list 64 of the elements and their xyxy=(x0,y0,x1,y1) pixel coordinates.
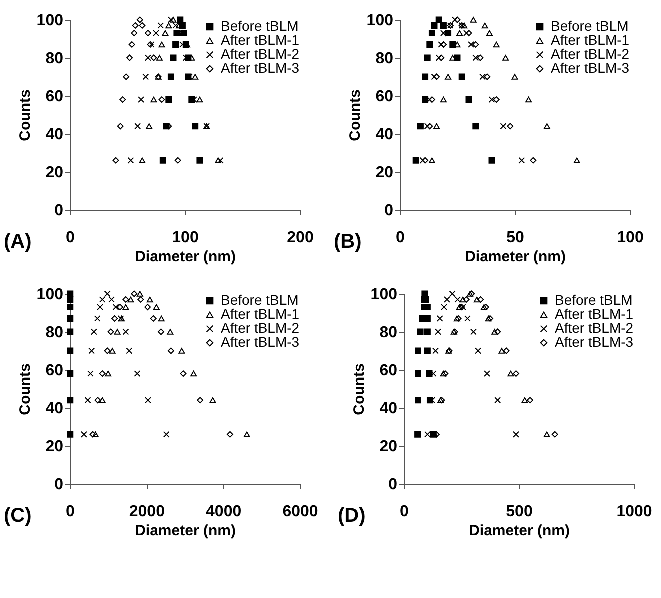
y-tick-label: 0 xyxy=(388,476,398,494)
y-tick-label: 20 xyxy=(46,164,64,182)
legend-label: After tBLM-3 xyxy=(221,60,300,76)
y-axis-title: Counts xyxy=(350,364,368,416)
y-tick-label: 20 xyxy=(380,438,398,456)
y-tick-label: 20 xyxy=(376,164,394,182)
text: (A) xyxy=(4,231,32,253)
x-tick-label: 6000 xyxy=(282,504,318,520)
x-tick-label: 500 xyxy=(506,504,533,520)
x-tick-label: 0 xyxy=(66,504,76,520)
y-tick-label: 20 xyxy=(46,438,64,456)
legend-label: Before tBLM xyxy=(551,18,629,34)
y-tick-label: 0 xyxy=(54,476,64,494)
legend-label: Before tBLM xyxy=(221,292,299,308)
legend-label: After tBLM-1 xyxy=(221,32,300,48)
y-tick-label: 40 xyxy=(46,126,64,144)
y-tick-label: 80 xyxy=(380,324,398,342)
x-axis-title: Diameter (nm) xyxy=(135,522,236,540)
legend-label: After tBLM-1 xyxy=(221,306,300,322)
x-axis-title: Diameter (nm) xyxy=(469,522,570,540)
legend-label: After tBLM-2 xyxy=(221,46,300,62)
y-tick-label: 0 xyxy=(384,202,394,220)
y-tick-label: 60 xyxy=(46,362,64,380)
y-tick-label: 100 xyxy=(366,12,394,30)
y-tick-label: 0 xyxy=(54,202,64,220)
y-axis-title: Counts xyxy=(346,90,364,142)
y-axis-title: Counts xyxy=(16,364,34,416)
x-axis-title: Diameter (nm) xyxy=(135,248,236,266)
legend-label: After tBLM-2 xyxy=(551,46,630,62)
y-axis-title: Counts xyxy=(16,90,34,142)
legend-label: After tBLM-3 xyxy=(551,60,630,76)
legend-label: Before tBLM xyxy=(221,18,299,34)
text: (D) xyxy=(338,505,366,527)
x-tick-label: 50 xyxy=(506,230,524,246)
legend-label: After tBLM-2 xyxy=(221,320,300,336)
legend-label: After tBLM-3 xyxy=(221,334,300,350)
x-tick-label: 100 xyxy=(617,230,644,246)
legend-label: After tBLM-1 xyxy=(555,306,634,322)
y-tick-label: 60 xyxy=(380,362,398,380)
legend-label: After tBLM-2 xyxy=(555,320,634,336)
y-tick-label: 100 xyxy=(36,286,64,304)
legend-label: After tBLM-1 xyxy=(551,32,630,48)
x-tick-label: 100 xyxy=(172,230,199,246)
x-tick-label: 0 xyxy=(66,230,76,246)
y-tick-label: 100 xyxy=(36,12,64,30)
x-axis-title: Diameter (nm) xyxy=(465,248,566,266)
legend-label: Before tBLM xyxy=(555,292,633,308)
x-tick-label: 0 xyxy=(400,504,410,520)
y-tick-label: 40 xyxy=(380,400,398,418)
y-tick-label: 80 xyxy=(46,50,64,68)
text: (B) xyxy=(334,231,362,253)
text: (C) xyxy=(4,505,32,527)
y-tick-label: 100 xyxy=(370,286,398,304)
legend-label: After tBLM-3 xyxy=(555,334,634,350)
y-tick-label: 40 xyxy=(46,400,64,418)
x-tick-label: 200 xyxy=(287,230,314,246)
x-tick-label: 4000 xyxy=(206,504,242,520)
y-tick-label: 80 xyxy=(46,324,64,342)
y-tick-label: 80 xyxy=(376,50,394,68)
y-tick-label: 40 xyxy=(376,126,394,144)
x-tick-label: 1000 xyxy=(616,504,652,520)
y-tick-label: 60 xyxy=(376,88,394,106)
y-tick-label: 60 xyxy=(46,88,64,106)
x-tick-label: 2000 xyxy=(129,504,166,520)
